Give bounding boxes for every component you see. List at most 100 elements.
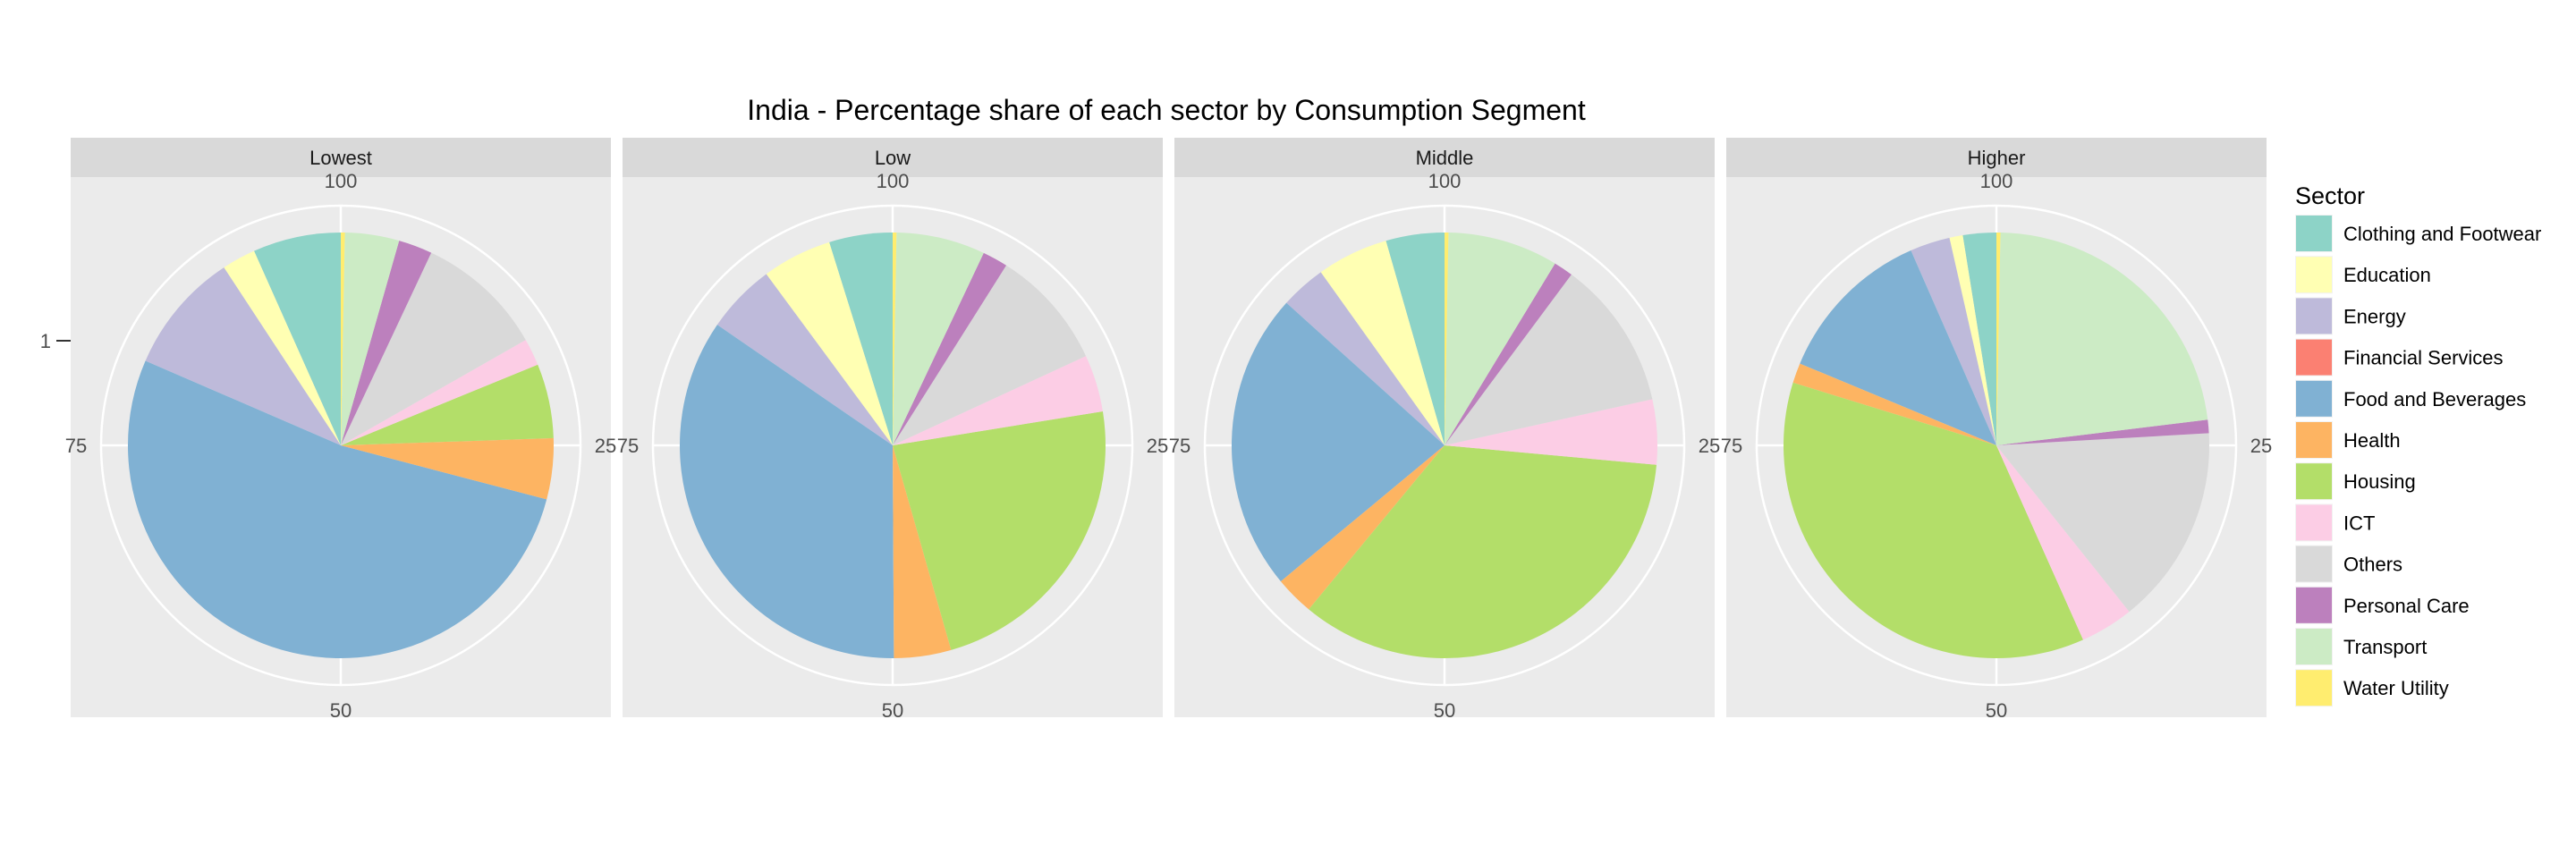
angle-tick-label: 25 — [1699, 435, 1720, 457]
pie-slice-others — [341, 252, 526, 445]
legend-label: Food and Beverages — [2343, 388, 2526, 410]
legend-swatch — [2296, 422, 2332, 458]
angle-tick-label: 25 — [595, 435, 616, 457]
pie-slice-others — [893, 265, 1087, 445]
pie-slice-housing — [341, 364, 554, 445]
pie-slice-energy — [1286, 272, 1445, 445]
pie-slice-food-and-beverages — [680, 325, 894, 659]
angle-tick-label: 50 — [882, 699, 903, 722]
legend-label: Personal Care — [2343, 595, 2470, 617]
angle-tick-label: 75 — [617, 435, 639, 457]
pie-slice-water-utility — [1996, 232, 2001, 445]
legend-label: Clothing and Footwear — [2343, 223, 2541, 245]
pie-slice-education — [766, 241, 893, 445]
pie-slice-clothing-and-footwear — [1962, 233, 1996, 445]
angle-tick-label: 75 — [1169, 435, 1191, 457]
facet-strip-label: Higher — [1968, 147, 2026, 169]
pie-slice-transport — [341, 233, 400, 445]
angle-tick-label: 50 — [330, 699, 352, 722]
legend-entry-health: Health — [2295, 421, 2401, 459]
legend-label: ICT — [2343, 512, 2375, 534]
legend-label: Health — [2343, 429, 2401, 452]
legend-swatch — [2296, 629, 2332, 664]
pie-slice-personal-care — [1445, 263, 1572, 445]
legend-swatch — [2296, 587, 2332, 623]
pie-slice-clothing-and-footwear — [1385, 233, 1445, 445]
legend-swatch — [2296, 339, 2332, 376]
legend-entry-others: Others — [2295, 545, 2402, 583]
legend: Sector Clothing and Footwear Education Ene… — [2295, 182, 2541, 707]
pie-slice-clothing-and-footwear — [254, 233, 341, 445]
angle-tick-label: 25 — [1147, 435, 1168, 457]
legend-label: Education — [2343, 264, 2431, 286]
legend-swatch — [2296, 257, 2332, 293]
pie-slice-ict — [1445, 399, 1657, 465]
pie-slice-others — [1996, 433, 2209, 612]
facet-strip — [71, 138, 611, 177]
legend-entry-financial-services: Financial Services — [2295, 338, 2504, 377]
pie-slice-water-utility — [341, 232, 345, 445]
legend-label: Others — [2343, 554, 2402, 576]
angle-tick-label: 100 — [877, 170, 910, 192]
pie-slice-water-utility — [893, 233, 897, 445]
legend-label: Energy — [2343, 305, 2406, 327]
angle-tick-label: 25 — [2250, 435, 2272, 457]
pie-slice-energy — [716, 274, 893, 445]
pie-slice-health — [1280, 445, 1445, 610]
y-axis-tick-label: 1 — [40, 330, 51, 352]
legend-entry-energy: Energy — [2295, 297, 2406, 335]
legend-entry-water-utility: Water Utility — [2295, 669, 2449, 707]
legend-swatch — [2296, 380, 2332, 417]
legend-label: Transport — [2343, 636, 2427, 658]
pie-slice-personal-care — [893, 252, 1007, 445]
angle-tick-label: 50 — [1986, 699, 2007, 722]
pie-slice-transport — [1445, 233, 1555, 445]
pie-slice-food-and-beverages — [1232, 302, 1445, 582]
pie-slice-ict — [1996, 445, 2130, 640]
pie-slice-ict — [893, 356, 1103, 445]
legend-swatch — [2296, 463, 2332, 500]
pie-slice-education — [1320, 241, 1445, 445]
legend-swatch — [2296, 216, 2332, 251]
pie-slice-others — [1445, 274, 1653, 445]
legend-swatch — [2296, 504, 2332, 541]
legend-entry-ict: ICT — [2295, 503, 2375, 542]
angle-tick-label: 50 — [1434, 699, 1455, 722]
legend-swatch — [2296, 298, 2332, 334]
pie-slice-food-and-beverages — [127, 360, 547, 659]
facet-strip — [1174, 138, 1715, 177]
legend-entry-housing: Housing — [2295, 462, 2416, 501]
pie-slice-transport — [1996, 233, 2208, 445]
legend-title: Sector — [2295, 182, 2365, 209]
legend-entry-personal-care: Personal Care — [2295, 586, 2470, 624]
pie-slice-housing — [1783, 382, 2083, 659]
angle-tick-label: 100 — [325, 170, 358, 192]
legend-label: Water Utility — [2343, 677, 2449, 699]
legend-entry-transport: Transport — [2295, 628, 2427, 665]
pie-slice-personal-care — [1996, 419, 2209, 445]
legend-swatch — [2296, 670, 2332, 706]
legend-label: Housing — [2343, 470, 2416, 493]
facet-panels: Lowest1002550751Low100255075Middle100255… — [40, 138, 2272, 722]
pie-slice-education — [1949, 235, 1996, 445]
facet-strip-label: Lowest — [309, 147, 372, 169]
legend-swatch — [2296, 546, 2332, 582]
chart-title: India - Percentage share of each sector … — [747, 94, 1586, 126]
legend-entry-food-and-beverages: Food and Beverages — [2295, 379, 2526, 418]
pie-slice-education — [224, 250, 341, 445]
pie-slice-health — [1792, 363, 1996, 445]
pie-slice-food-and-beverages — [1800, 250, 1996, 445]
pie-slice-ict — [341, 340, 538, 445]
pie-slice-health — [341, 437, 554, 500]
facet-strip — [1726, 138, 2267, 177]
facet-strip-label: Low — [875, 147, 911, 169]
angle-tick-label: 100 — [1428, 170, 1462, 192]
facet-strip-label: Middle — [1416, 147, 1474, 169]
legend-entry-education: Education — [2295, 256, 2431, 294]
pie-slice-water-utility — [1445, 233, 1449, 445]
